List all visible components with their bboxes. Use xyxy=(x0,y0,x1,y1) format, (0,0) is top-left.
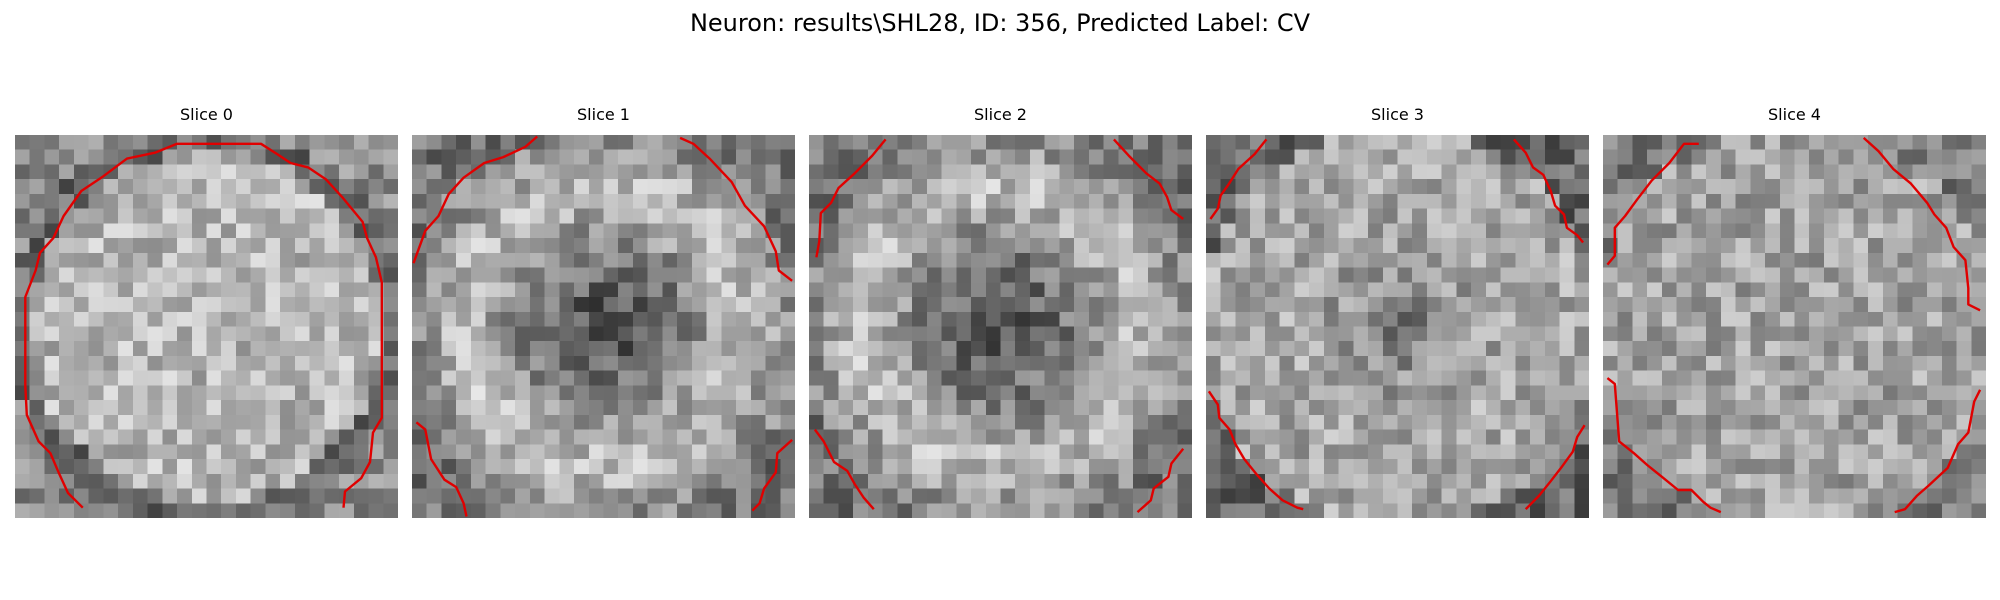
slice-title-4: Slice 4 xyxy=(1768,105,1821,124)
contour-line xyxy=(1894,389,1982,514)
contour-line xyxy=(1606,377,1722,514)
slice-image-4 xyxy=(1603,135,1986,518)
slice-title-1: Slice 1 xyxy=(577,105,630,124)
contour-line xyxy=(679,136,793,282)
slice-title-0: Slice 0 xyxy=(180,105,233,124)
slice-panel-0: Slice 0 xyxy=(15,105,398,518)
contour-line xyxy=(1513,138,1585,244)
slice-panel-3: Slice 3 xyxy=(1206,105,1589,518)
contour-line xyxy=(415,421,468,517)
slice-panel-1: Slice 1 xyxy=(412,105,795,518)
pixel-grid xyxy=(412,135,795,518)
slice-image-1 xyxy=(412,135,795,518)
slice-image-2 xyxy=(809,135,1192,518)
slice-image-3 xyxy=(1206,135,1589,518)
contour-line xyxy=(1136,448,1185,513)
pixel-grid xyxy=(1603,135,1986,518)
contour-line xyxy=(1524,424,1586,511)
figure-title: Neuron: results\SHL28, ID: 356, Predicte… xyxy=(689,9,1311,37)
contour-line xyxy=(815,138,887,258)
contour-line xyxy=(24,142,383,509)
pixel-grid xyxy=(15,135,398,518)
slice-image-0 xyxy=(15,135,398,518)
slice-title-2: Slice 2 xyxy=(974,105,1027,124)
contour-line xyxy=(813,428,875,510)
contour-line xyxy=(1209,138,1268,220)
pixel-grid xyxy=(809,135,1192,518)
slice-title-3: Slice 3 xyxy=(1371,105,1424,124)
slice-panel-4: Slice 4 xyxy=(1603,105,1986,518)
contour-line xyxy=(1113,138,1184,220)
contour-line xyxy=(412,135,538,264)
contour-line xyxy=(751,439,793,512)
contour-line xyxy=(1207,390,1304,511)
contour-line xyxy=(1606,142,1699,266)
pixel-grid xyxy=(1206,135,1589,518)
contour-line xyxy=(1862,137,1981,312)
slice-panel-2: Slice 2 xyxy=(809,105,1192,518)
